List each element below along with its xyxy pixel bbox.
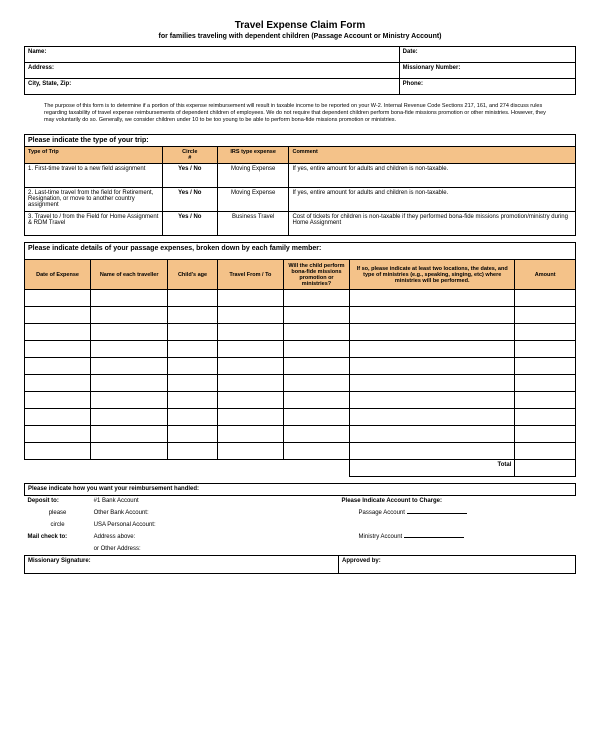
exp-col-age: Child's age [168,260,218,290]
table-row[interactable] [25,375,576,392]
expense-table: Please indicate details of your passage … [24,242,576,477]
reimbursement-table: Please indicate how you want your reimbu… [24,483,576,574]
exp-col-will: Will the child perform bona-fide mission… [283,260,349,290]
date-label: Date: [403,49,418,55]
bank-account: #1 Bank Account [91,496,311,508]
charge-label: Please Indicate Account to Charge: [339,496,576,508]
form-title: Travel Expense Claim Form [24,20,576,31]
signature-label[interactable]: Missionary Signature: [25,556,339,574]
total-row: Total [25,460,576,477]
exp-col-ifso: If so, please indicate at least two loca… [350,260,515,290]
exp-col-name: Name of each traveller [91,260,168,290]
table-row[interactable] [25,358,576,375]
approved-label[interactable]: Approved by: [339,556,576,574]
table-row[interactable] [25,341,576,358]
trip-col-circle: Circle# [162,147,217,164]
passage-account: Passage Account [339,508,576,520]
exp-col-date: Date of Expense [25,260,91,290]
expense-header: Please indicate details of your passage … [25,243,576,260]
form-subtitle: for families traveling with dependent ch… [24,33,576,40]
trip-col-comment: Comment [289,147,576,164]
purpose-text: The purpose of this form is to determine… [24,99,576,128]
trip-col-type: Type of Trip [25,147,163,164]
table-row[interactable] [25,443,576,460]
table-row[interactable] [25,392,576,409]
table-row[interactable] [25,290,576,307]
phone-label: Phone: [403,81,423,87]
trip-row: 3. Travel to / from the Field for Home A… [25,212,576,236]
usa-account: USA Personal Account: [91,520,311,532]
missionary-label: Missionary Number: [403,65,461,71]
reimb-header: Please indicate how you want your reimbu… [25,484,576,496]
trip-header: Please indicate the type of your trip: [25,135,576,147]
trip-col-irs: IRS type expense [217,147,289,164]
other-bank: Other Bank Account: [91,508,311,520]
exp-col-amount: Amount [515,260,576,290]
info-table: Name: Date: Address: Missionary Number: … [24,46,576,95]
trip-table: Please indicate the type of your trip: T… [24,134,576,236]
other-address: or Other Address: [91,544,311,556]
table-row[interactable] [25,426,576,443]
ministry-account: Ministry Account [339,532,576,544]
name-label: Name: [28,49,46,55]
table-row[interactable] [25,307,576,324]
please-label: please [25,508,91,520]
address-label: Address: [28,65,54,71]
table-row[interactable] [25,409,576,426]
citystate-label: City, State, Zip: [28,81,71,87]
trip-row: 1. First-time travel to a new field assi… [25,164,576,188]
trip-row: 2. Last-time travel from the field for R… [25,188,576,212]
address-above: Address above: [91,532,311,544]
mail-label: Mail check to: [25,532,91,544]
exp-col-fromto: Travel From / To [217,260,283,290]
circle-label: circle [25,520,91,532]
deposit-label: Deposit to: [25,496,91,508]
table-row[interactable] [25,324,576,341]
